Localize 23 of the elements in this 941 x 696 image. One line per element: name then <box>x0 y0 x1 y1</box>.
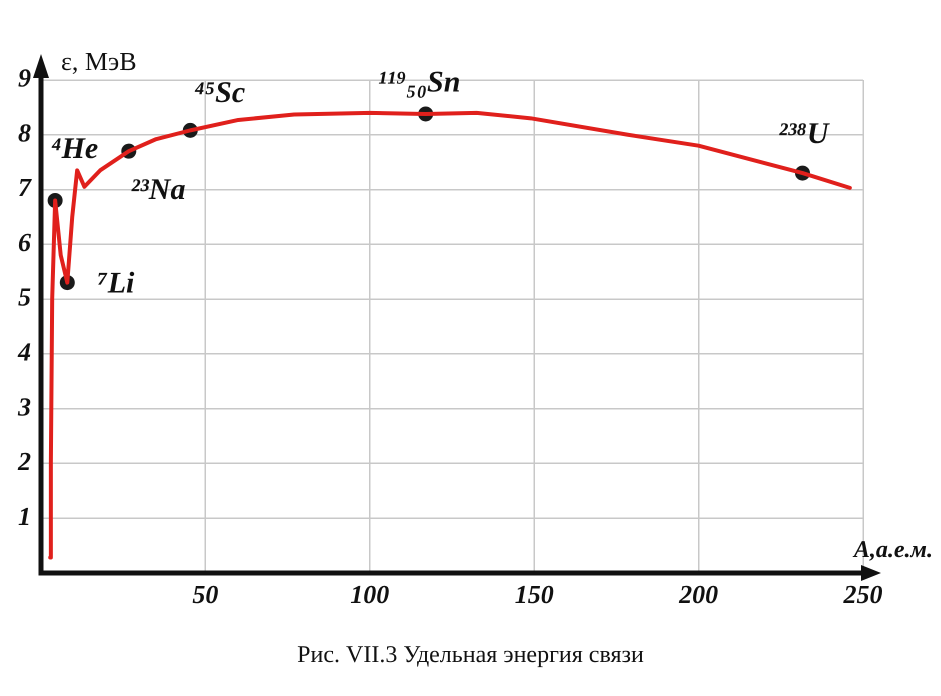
annotation: ²³Na <box>130 172 186 206</box>
x-tick-label: 250 <box>842 580 882 610</box>
x-tick-label: 150 <box>514 580 554 610</box>
x-tick-label: 50 <box>192 580 218 610</box>
y-tick-label: 1 <box>18 502 31 531</box>
y-tick-label: 9 <box>18 64 31 93</box>
y-tick-label: 5 <box>18 282 31 312</box>
x-tick-label: 200 <box>678 580 718 610</box>
annotation: ⁴He <box>51 132 98 166</box>
y-axis-title: ε, МэВ <box>61 47 137 76</box>
x-axis-title: А,а.е.м. <box>852 536 933 563</box>
text: Рис. VII.3 Удельная энергия связи <box>296 642 645 669</box>
annotation: ²³⁸U <box>778 116 830 150</box>
y-tick-label: 7 <box>18 173 32 202</box>
annotation: ¹¹⁹₅₀Sn <box>378 66 460 99</box>
annotation: ⁷Li <box>97 266 136 300</box>
annotation: ⁴⁵Sc <box>194 76 246 110</box>
y-tick-label: 6 <box>18 228 31 257</box>
x-tick-label: 100 <box>350 580 390 610</box>
y-tick-label: 2 <box>17 447 31 476</box>
y-tick-label: 3 <box>17 392 31 422</box>
y-tick-label: 4 <box>17 337 31 366</box>
y-tick-label: 8 <box>18 118 31 148</box>
